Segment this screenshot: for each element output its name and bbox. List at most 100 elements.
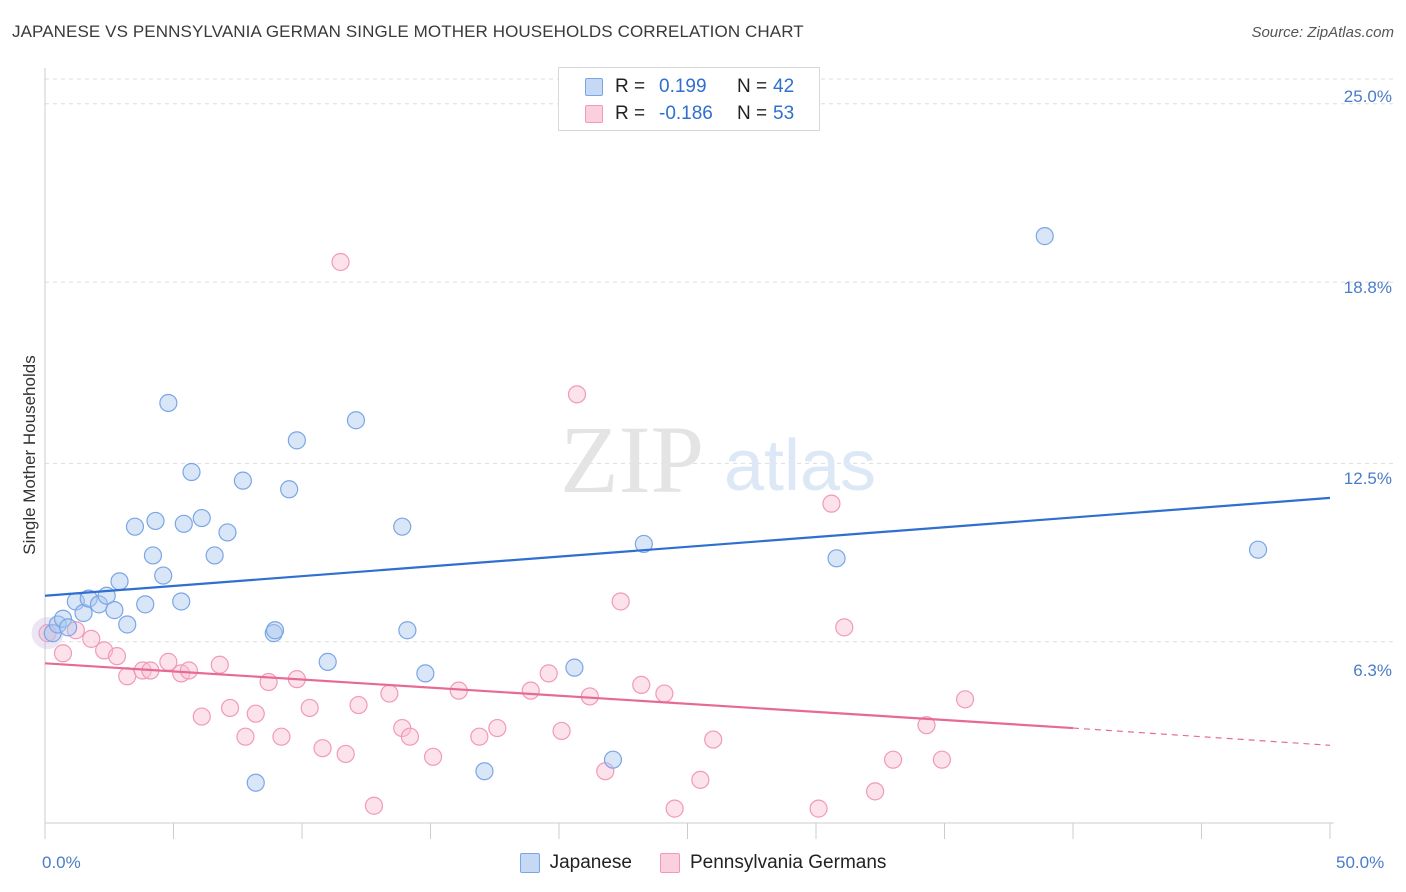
- japanese-point: [827, 549, 846, 568]
- pennsylvania-point: [488, 718, 507, 738]
- chart-title: JAPANESE VS PENNSYLVANIA GERMAN SINGLE M…: [12, 22, 804, 41]
- pennsylvania-point: [272, 727, 291, 746]
- pennsylvania-trend-line: [44, 662, 1074, 730]
- pennsylvania-point: [246, 704, 265, 723]
- r-value: -0.186: [659, 103, 713, 124]
- pennsylvania-point: [655, 684, 674, 703]
- pennsylvania-point: [955, 690, 975, 709]
- japanese-point: [159, 393, 178, 413]
- source-label: Source: ZipAtlas.com: [1251, 24, 1394, 41]
- japanese-point: [74, 603, 93, 623]
- japanese-point: [565, 658, 584, 677]
- pennsylvania-point: [567, 385, 587, 404]
- watermark: ZIP atlas: [560, 406, 876, 513]
- pennsylvania-point: [210, 655, 229, 674]
- pennsylvania-point: [179, 661, 199, 680]
- japanese-point: [136, 595, 155, 614]
- r-label: R =: [615, 103, 646, 124]
- japanese-trend-line: [44, 496, 1331, 597]
- grid-lines: [45, 78, 1395, 643]
- japanese-point: [79, 589, 98, 608]
- japanese-swatch: [519, 853, 540, 873]
- trend-lines: [44, 496, 1331, 746]
- japanese-point: [182, 462, 201, 482]
- japanese-point: [125, 517, 145, 536]
- pennsylvania-point: [539, 664, 558, 683]
- japanese-point: [280, 480, 299, 499]
- n-label: N =: [737, 103, 768, 124]
- japanese-point: [634, 534, 653, 554]
- watermark-atlas: atlas: [724, 426, 876, 506]
- japanese-point: [233, 471, 252, 490]
- pennsylvania-swatch: [659, 853, 680, 873]
- legend-label-pennsylvania: Pennsylvania Germans: [689, 852, 887, 873]
- legend-row-japanese: R = 0.199 N = 42: [585, 75, 794, 99]
- pennsylvania-point: [704, 730, 723, 749]
- japanese-point: [346, 411, 366, 430]
- series-pennsylvania-germans: [31, 252, 975, 818]
- pennsylvania-point: [300, 698, 319, 718]
- japanese-point: [192, 508, 211, 528]
- japanese-point: [143, 546, 163, 565]
- japanese-point: [398, 621, 417, 640]
- pennsylvania-point: [932, 750, 952, 769]
- japanese-point: [59, 618, 78, 637]
- n-value: 53: [773, 103, 795, 124]
- japanese-swatch: [585, 78, 603, 96]
- pennsylvania-point: [883, 750, 903, 769]
- japanese-point: [416, 664, 435, 683]
- pennsylvania-point: [521, 681, 540, 700]
- japanese-point: [146, 511, 165, 531]
- series-legend: Japanese Pennsylvania Germans: [0, 852, 1406, 874]
- legend-item-pennsylvania[interactable]: Pennsylvania Germans: [659, 852, 887, 874]
- japanese-point: [174, 514, 193, 533]
- r-label: R =: [615, 76, 646, 97]
- pennsylvania-point: [236, 727, 255, 746]
- japanese-point: [154, 566, 173, 585]
- pennsylvania-point: [349, 695, 368, 715]
- pennsylvania-point: [400, 727, 420, 746]
- pennsylvania-point: [809, 799, 828, 818]
- legend-label-japanese: Japanese: [549, 852, 632, 873]
- n-label: N =: [737, 76, 768, 97]
- pennsylvania-point: [331, 252, 350, 272]
- japanese-point: [287, 431, 306, 450]
- pennsylvania-point: [691, 770, 710, 789]
- y-tick-label: 18.8%: [1343, 278, 1392, 297]
- x-tick-label-max: 50.0%: [1336, 853, 1385, 872]
- japanese-point: [1035, 227, 1054, 246]
- pennsylvania-point: [835, 618, 854, 637]
- pennsylvania-point: [192, 707, 211, 726]
- series-japanese: [43, 227, 1268, 792]
- pennsylvania-trend-extension: [1072, 727, 1331, 746]
- legend-item-japanese[interactable]: Japanese: [519, 852, 632, 874]
- axes: [44, 68, 1334, 839]
- pennsylvania-point: [665, 799, 684, 818]
- pennsylvania-point: [822, 494, 841, 513]
- pennsylvania-point: [470, 727, 489, 746]
- y-tick-label: 12.5%: [1343, 469, 1392, 488]
- japanese-point: [265, 621, 285, 640]
- watermark-zip: ZIP: [560, 406, 704, 513]
- pennsylvania-point: [82, 629, 101, 648]
- pennsylvania-point: [423, 747, 443, 766]
- correlation-legend: R = 0.199 N = 42 R = -0.186 N = 53: [558, 67, 820, 131]
- x-tick-label-min: 0.0%: [42, 853, 81, 872]
- legend-row-pennsylvania: R = -0.186 N = 53: [585, 102, 794, 126]
- pennsylvania-point: [917, 716, 936, 735]
- japanese-point: [603, 750, 623, 769]
- pennsylvania-point: [107, 647, 127, 666]
- pennsylvania-point: [364, 796, 384, 815]
- japanese-point: [48, 615, 67, 634]
- pennsylvania-point: [611, 592, 630, 611]
- japanese-point: [393, 517, 412, 536]
- y-tick-label: 25.0%: [1343, 87, 1392, 106]
- japanese-point: [246, 773, 265, 792]
- japanese-point: [53, 609, 73, 628]
- japanese-point: [205, 546, 224, 565]
- japanese-point: [105, 601, 124, 620]
- pennsylvania-point: [552, 721, 571, 741]
- pennsylvania-point: [118, 667, 137, 686]
- japanese-point: [172, 592, 191, 611]
- pennsylvania-point: [380, 684, 399, 703]
